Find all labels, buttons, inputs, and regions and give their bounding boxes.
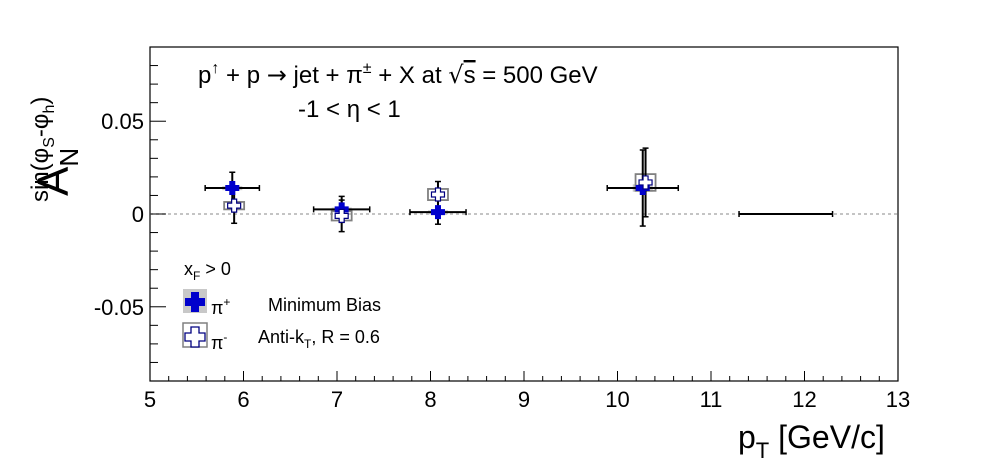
- axis-ticks: [149, 46, 899, 382]
- legend-label-pi-plus: π+: [211, 295, 230, 318]
- y-tick-label: 0.05: [101, 109, 144, 134]
- marker-pi-minus: [334, 208, 349, 223]
- legend-note-min-bias: Minimum Bias: [268, 295, 381, 315]
- marker-pi-minus: [430, 187, 446, 202]
- marker-pi-minus: [227, 198, 242, 213]
- y-tick-label: -0.05: [94, 295, 144, 320]
- x-axis-label: pT [GeV/c]: [738, 419, 885, 463]
- x-tick-label: 12: [792, 387, 816, 412]
- axis-tick-labels: 5 6 7 8 9 10 11 12 13 -0.05 0 0.05: [94, 109, 910, 412]
- marker-pi-minus: [638, 175, 653, 190]
- error-bars: [204, 147, 834, 233]
- legend-header: xF > 0: [184, 259, 231, 283]
- svg-text:sin(φS-φh): sin(φS-φh): [27, 97, 58, 202]
- data-markers: [225, 175, 653, 223]
- chart-title-line2: -1 < η < 1: [298, 96, 401, 123]
- legend-label-pi-minus: π-: [211, 330, 227, 353]
- marker-pi-plus: [225, 181, 240, 196]
- x-tick-label: 5: [144, 387, 156, 412]
- y-axis-label: AN sin(φS-φh): [27, 97, 84, 202]
- x-tick-label: 6: [237, 387, 249, 412]
- x-tick-label: 9: [518, 387, 530, 412]
- legend: xF > 0 π+ Minimum Bias π- Anti-kT, R = 0…: [182, 259, 381, 353]
- x-tick-label: 7: [331, 387, 343, 412]
- svg-text:AN: AN: [29, 148, 84, 196]
- x-tick-label: 11: [700, 387, 723, 412]
- x-tick-label: 8: [424, 387, 436, 412]
- y-tick-label: 0: [132, 202, 144, 227]
- legend-marker-pi-minus: [184, 326, 206, 348]
- legend-note-anti-kt: Anti-kT, R = 0.6: [258, 327, 380, 351]
- marker-pi-plus: [430, 205, 445, 220]
- legend-marker-pi-plus: [185, 292, 205, 312]
- chart-title-line1: p↑ + p → jet + π± + X at √s = 500 GeV: [198, 60, 598, 89]
- x-tick-label: 13: [886, 387, 910, 412]
- x-tick-label: 10: [605, 387, 629, 412]
